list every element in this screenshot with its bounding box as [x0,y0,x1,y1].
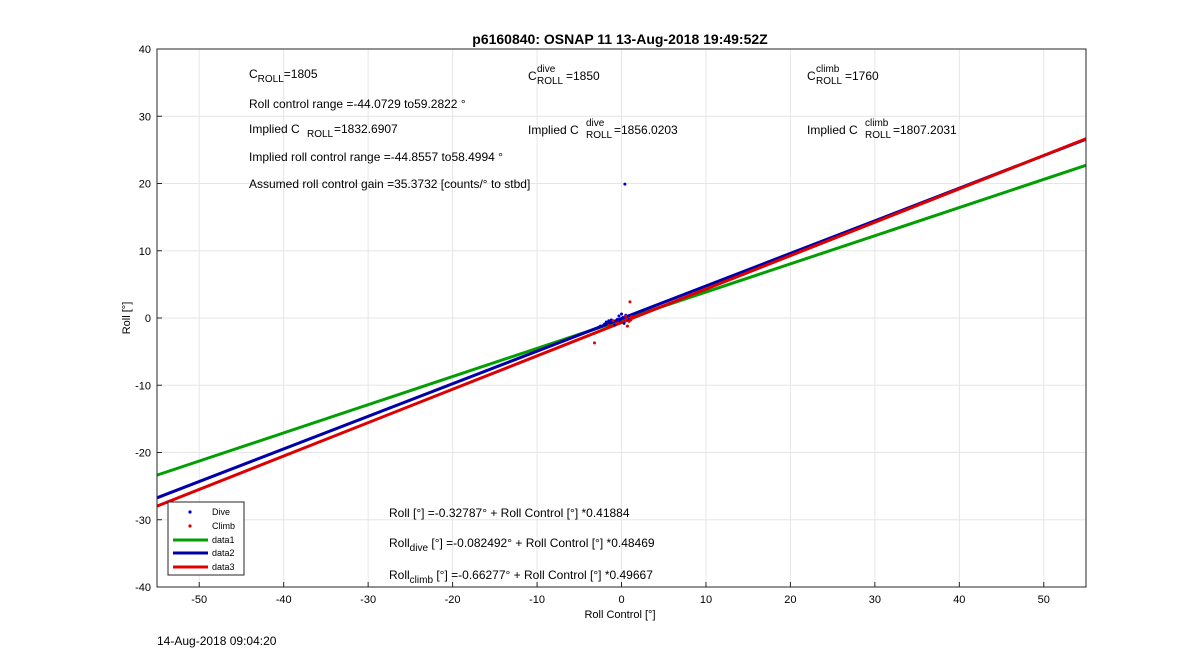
y-tick-label: 0 [145,313,151,325]
legend: Dive Climb data1 data2 data3 [167,501,245,576]
annotation-gain: Assumed roll control gain =35.3732 [coun… [249,177,530,191]
annotation-eq2: Rolldive [°] =-0.082492° + Roll Control … [389,536,655,554]
data-point-climb [629,318,633,322]
data-point-dive [615,317,619,321]
x-tick-label: -20 [445,594,461,606]
data-point-climb [614,321,618,325]
data-point-climb [592,341,596,345]
data-point-climb [628,300,632,304]
data-point-climb [607,323,611,327]
svg-text:Implied C: Implied C [249,122,300,136]
data-point-dive [604,320,608,324]
svg-text:climb: climb [865,118,889,129]
x-tick-label: -40 [276,594,292,606]
annotation-implied-c-roll-dive: Implied C dive ROLL =1856.0203 [528,118,678,141]
data-point-climb [630,315,634,319]
legend-entry-data1: data1 [212,535,235,545]
x-tick-label: 50 [1038,594,1050,606]
y-tick-label: -40 [135,582,151,594]
data-point-climb [620,320,623,324]
annotation-eq1: Roll [°] =-0.32787° + Roll Control [°] *… [389,506,630,520]
data-point-dive [598,324,602,328]
annotation-implied-range: Implied roll control range =-44.8557 to5… [249,150,503,164]
data-point-dive [620,312,623,316]
y-tick-label: -10 [135,380,151,392]
svg-text:dive: dive [586,118,605,129]
svg-text:Implied C: Implied C [807,123,858,137]
y-tick-label: 10 [139,246,151,258]
svg-text:C: C [528,69,537,83]
data-point-climb [611,319,615,323]
annotations: CROLL=1805 C dive ROLL =1850 C climb ROL… [249,64,957,586]
data-point-climb [625,317,629,321]
annotation-roll-range: Roll control range =-44.0729 to59.2822 ° [249,97,466,111]
svg-text:=1807.2031: =1807.2031 [893,123,957,137]
data-point-dive [623,182,627,186]
legend-entry-data3: data3 [212,562,235,572]
y-tick-label: -30 [135,515,151,527]
svg-text:=1856.0203: =1856.0203 [614,123,678,137]
annotation-implied-c-roll-climb: Implied C climb ROLL =1807.2031 [807,118,957,141]
svg-text:ROLL: ROLL [865,130,892,141]
annotation-implied-c-roll: Implied C ROLL =1832.6907 [249,122,398,140]
x-tick-label: 20 [784,594,796,606]
chart-title: p6160840: OSNAP 11 13-Aug-2018 19:49:52Z [472,31,768,47]
x-tick-labels: -50 -40 -30 -20 -10 0 10 20 30 40 50 [191,582,1050,606]
y-axis-label: Roll [°] [121,302,133,335]
y-tick-labels: -40 -30 -20 -10 0 10 20 30 40 [135,44,162,594]
data-point-climb [624,314,628,318]
data-point-dive [622,321,626,325]
y-tick-label: -20 [135,448,151,460]
x-tick-label: 40 [953,594,965,606]
data-point-dive [603,322,607,326]
svg-text:=1760: =1760 [845,69,879,83]
svg-text:ROLL: ROLL [816,76,843,87]
svg-text:climb: climb [816,64,840,75]
svg-text:dive: dive [537,64,556,75]
x-tick-label: -30 [360,594,376,606]
data-point-dive [621,315,625,319]
annotation-c-roll-climb: C climb ROLL =1760 [807,64,879,87]
footer-timestamp: 14-Aug-2018 09:04:20 [157,634,277,648]
legend-swatch-dive [188,510,192,514]
y-tick-label: 40 [139,44,151,56]
data-point-dive [617,314,621,318]
legend-entry-data2: data2 [212,548,235,558]
legend-entry-dive: Dive [212,507,230,517]
x-axis-label: Roll Control [°] [584,609,655,621]
data-point-climb [625,324,629,328]
svg-text:ROLL: ROLL [307,129,334,140]
x-tick-label: 0 [618,594,624,606]
x-tick-label: 10 [700,594,712,606]
x-tick-label: -10 [529,594,545,606]
annotation-eq3: Rollclimb [°] =-0.66277° + Roll Control … [389,568,653,586]
svg-text:Implied C: Implied C [528,123,579,137]
x-tick-label: 30 [869,594,881,606]
annotation-c-roll-dive: C dive ROLL =1850 [528,64,600,87]
y-tick-label: 20 [139,179,151,191]
svg-text:=1832.6907: =1832.6907 [334,122,398,136]
x-tick-label: -50 [191,594,207,606]
svg-text:C: C [807,69,816,83]
svg-text:=1850: =1850 [566,69,600,83]
y-tick-label: 30 [139,111,151,123]
annotation-c-roll: CROLL=1805 [249,67,318,85]
svg-text:ROLL: ROLL [537,76,564,87]
data-points [592,182,634,345]
legend-swatch-climb [188,524,192,528]
svg-text:ROLL: ROLL [586,130,613,141]
data-point-dive [607,319,611,323]
legend-entry-climb: Climb [212,521,235,531]
